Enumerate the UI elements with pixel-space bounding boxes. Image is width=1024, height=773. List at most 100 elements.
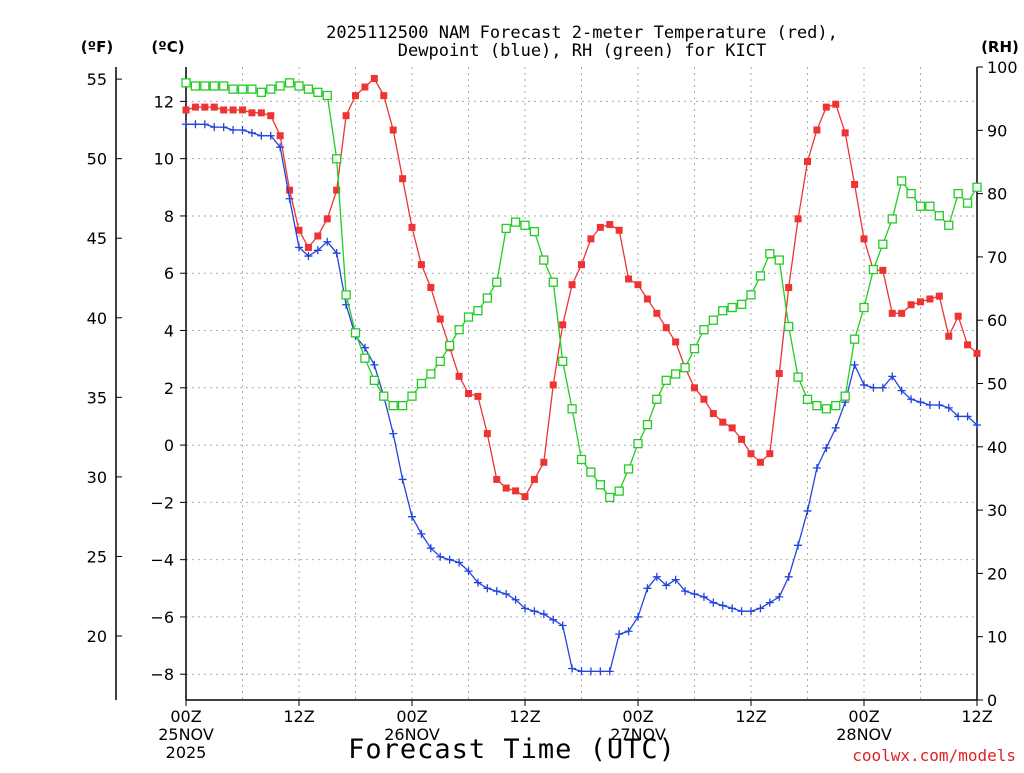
dewpoint-point (502, 590, 511, 599)
rh-tick-label: 80 (987, 185, 1007, 204)
rh-point (689, 344, 700, 354)
rh-point (934, 211, 944, 221)
temperature-point (794, 215, 802, 223)
temperature-point (719, 418, 727, 426)
rh-point (341, 290, 351, 300)
temperature-point (832, 100, 840, 108)
rh-point (878, 239, 888, 249)
dewpoint-point (888, 372, 897, 381)
dewpoint-point (483, 584, 492, 593)
dewpoint-point (831, 423, 840, 432)
temperature-point (530, 475, 538, 483)
rh-point (972, 182, 982, 192)
dewpoint-point (925, 400, 934, 409)
x-tick-date-label: 28NOV (836, 725, 892, 744)
temperature-point (653, 309, 661, 317)
temperature-point (465, 390, 472, 398)
temperature-point (596, 223, 604, 231)
rh-point (200, 81, 210, 91)
fahrenheit-tick-label: 25 (87, 547, 107, 566)
temperature-point (427, 284, 435, 292)
dewpoint-point (276, 143, 285, 152)
rh-point (623, 464, 634, 474)
fahrenheit-tick-label: 35 (87, 388, 107, 407)
rh-point (868, 264, 879, 275)
dewpoint-point (935, 400, 944, 409)
dewpoint-point (784, 572, 793, 581)
rh-point (350, 328, 361, 338)
rh-point (586, 467, 596, 477)
temperature-point (248, 109, 256, 117)
fahrenheit-tick-label: 30 (87, 468, 107, 487)
rh-point (840, 391, 850, 401)
rh-tick-label: 60 (987, 311, 1007, 330)
dewpoint-point (247, 128, 256, 137)
credit-link[interactable]: coolwx.com/models (852, 746, 1016, 765)
temperature-point (257, 109, 265, 117)
temperature-point (549, 381, 557, 389)
rh-point (605, 492, 615, 503)
dewpoint-point (605, 667, 614, 676)
rh-point (821, 404, 831, 414)
rh-point (642, 419, 653, 430)
rh-point (454, 325, 464, 335)
dewpoint-point (973, 421, 981, 430)
rh-point (492, 277, 502, 287)
temperature-point (220, 106, 228, 114)
temperature-point (766, 450, 774, 458)
rh-point (614, 486, 624, 496)
rh-point (718, 306, 728, 316)
temperature-point (785, 284, 793, 292)
x-tick-year-label: 2025 (166, 743, 207, 762)
dewpoint-point (323, 237, 332, 246)
dewpoint-point (304, 252, 313, 261)
grid-layer (186, 67, 977, 700)
rh-tick-label: 20 (987, 564, 1007, 583)
temperature-point (851, 180, 859, 188)
dewpoint-point (615, 630, 624, 639)
dewpoint-point (455, 558, 464, 567)
temperature-point (775, 369, 783, 377)
temperature-point (559, 321, 567, 329)
rh-tick-label: 90 (987, 121, 1007, 140)
celsius-tick-label: −8 (150, 665, 174, 684)
rh-point (407, 391, 417, 401)
temperature-point (342, 112, 350, 120)
temperature-point (728, 424, 736, 432)
rh-point (313, 87, 323, 97)
dewpoint-point (662, 581, 671, 590)
temperature-point (408, 223, 416, 231)
dewpoint-point (473, 578, 482, 587)
rh-point (831, 401, 841, 411)
rh-point (219, 81, 229, 91)
dewpoint-point (765, 598, 774, 607)
rh-point (774, 255, 784, 265)
dewpoint-point (963, 412, 972, 421)
series-layer (181, 74, 982, 676)
rh-point (746, 290, 756, 300)
temperature-point (276, 132, 284, 140)
rh-point (793, 372, 803, 382)
temperature-point (945, 332, 953, 340)
temperature-point (747, 450, 755, 458)
rh-point (190, 81, 201, 91)
rh-tick-label: 70 (987, 248, 1007, 267)
temperature-point (860, 235, 868, 243)
dewpoint-point (747, 607, 755, 616)
x-tick-time-label: 00Z (396, 707, 427, 726)
fahrenheit-unit-label: (ºF) (81, 38, 113, 56)
celsius-tick-label: −2 (150, 493, 174, 512)
celsius-tick-label: 12 (154, 92, 174, 111)
temperature-point (286, 186, 294, 194)
dewpoint-point (652, 572, 661, 581)
temperature-point (521, 493, 529, 501)
dewpoint-point (756, 604, 765, 613)
temperature-point (295, 226, 303, 234)
rh-point (765, 249, 775, 259)
dewpoint-point (408, 512, 416, 521)
rh-point (379, 391, 389, 401)
rh-point (228, 84, 238, 94)
temperature-point (907, 301, 915, 309)
temperature-point (841, 129, 849, 137)
